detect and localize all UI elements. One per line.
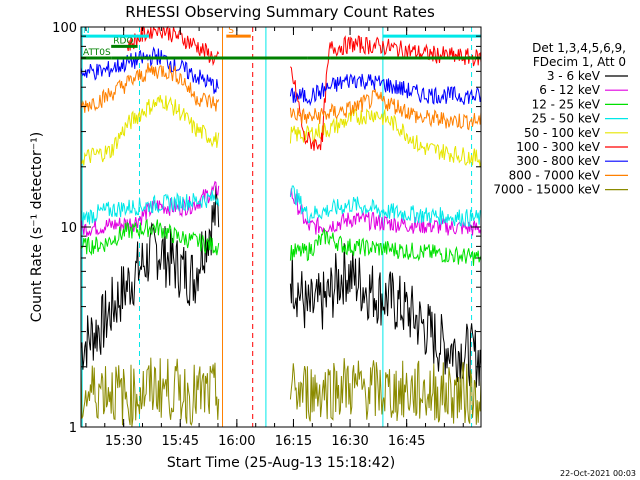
x-tick-label-5: 16:45 [388,434,425,449]
y-tick-label-0: 1 [69,421,77,436]
series-line-1 [80,180,482,238]
legend-label-8: 7000 - 15000 keV [493,183,600,197]
series-line-5 [125,25,482,151]
legend-header-line-2: FDecim 1, Att 0 [533,55,626,69]
legend-label-4: 50 - 100 keV [524,126,601,140]
series-line-7 [80,62,482,131]
series-line-8 [80,357,482,427]
flag-label-3: N [83,26,90,36]
legend-label-2: 12 - 25 keV [532,97,601,111]
series-line-0 [80,185,482,388]
footer-timestamp: 22-Oct-2021 00:03 [560,469,636,478]
series-line-6 [80,46,482,107]
legend-header-line-1: Det 1,3,4,5,6,9, [532,41,626,55]
x-axis-label: Start Time (25-Aug-13 15:18:42) [167,455,395,471]
legend-label-7: 800 - 7000 keV [509,168,601,182]
legend-label-6: 300 - 800 keV [516,154,600,168]
y-tick-label-1: 10 [60,221,77,236]
x-tick-label-0: 15:30 [105,434,142,449]
legend-label-3: 25 - 50 keV [532,112,601,126]
legend-label-0: 3 - 6 keV [547,69,601,83]
series-line-3 [80,185,482,227]
y-tick-label-2: 100 [52,21,77,36]
y-axis-label: Count Rate (s⁻¹ detector⁻¹) [29,132,45,322]
flag-label-2: S [228,26,234,36]
x-tick-label-2: 16:00 [218,434,255,449]
chart-title: RHESSI Observing Summary Count Rates [125,3,435,21]
legend-label-1: 6 - 12 keV [539,83,601,97]
x-tick-label-3: 16:15 [275,434,312,449]
flag-label-0: ATT0S [83,48,111,58]
legend: Det 1,3,4,5,6,9, FDecim 1, Att 0 3 - 6 k… [493,41,628,197]
series-line-4 [80,95,482,168]
axes: 15:30 15:45 16:00 16:15 16:30 16:45 1 10 100 [52,21,481,449]
x-tick-label-4: 16:30 [331,434,368,449]
x-tick-label-1: 15:45 [162,434,199,449]
legend-label-5: 100 - 300 keV [516,140,600,154]
series-line-2 [80,218,482,266]
flag-label-1: RDO [113,36,133,46]
